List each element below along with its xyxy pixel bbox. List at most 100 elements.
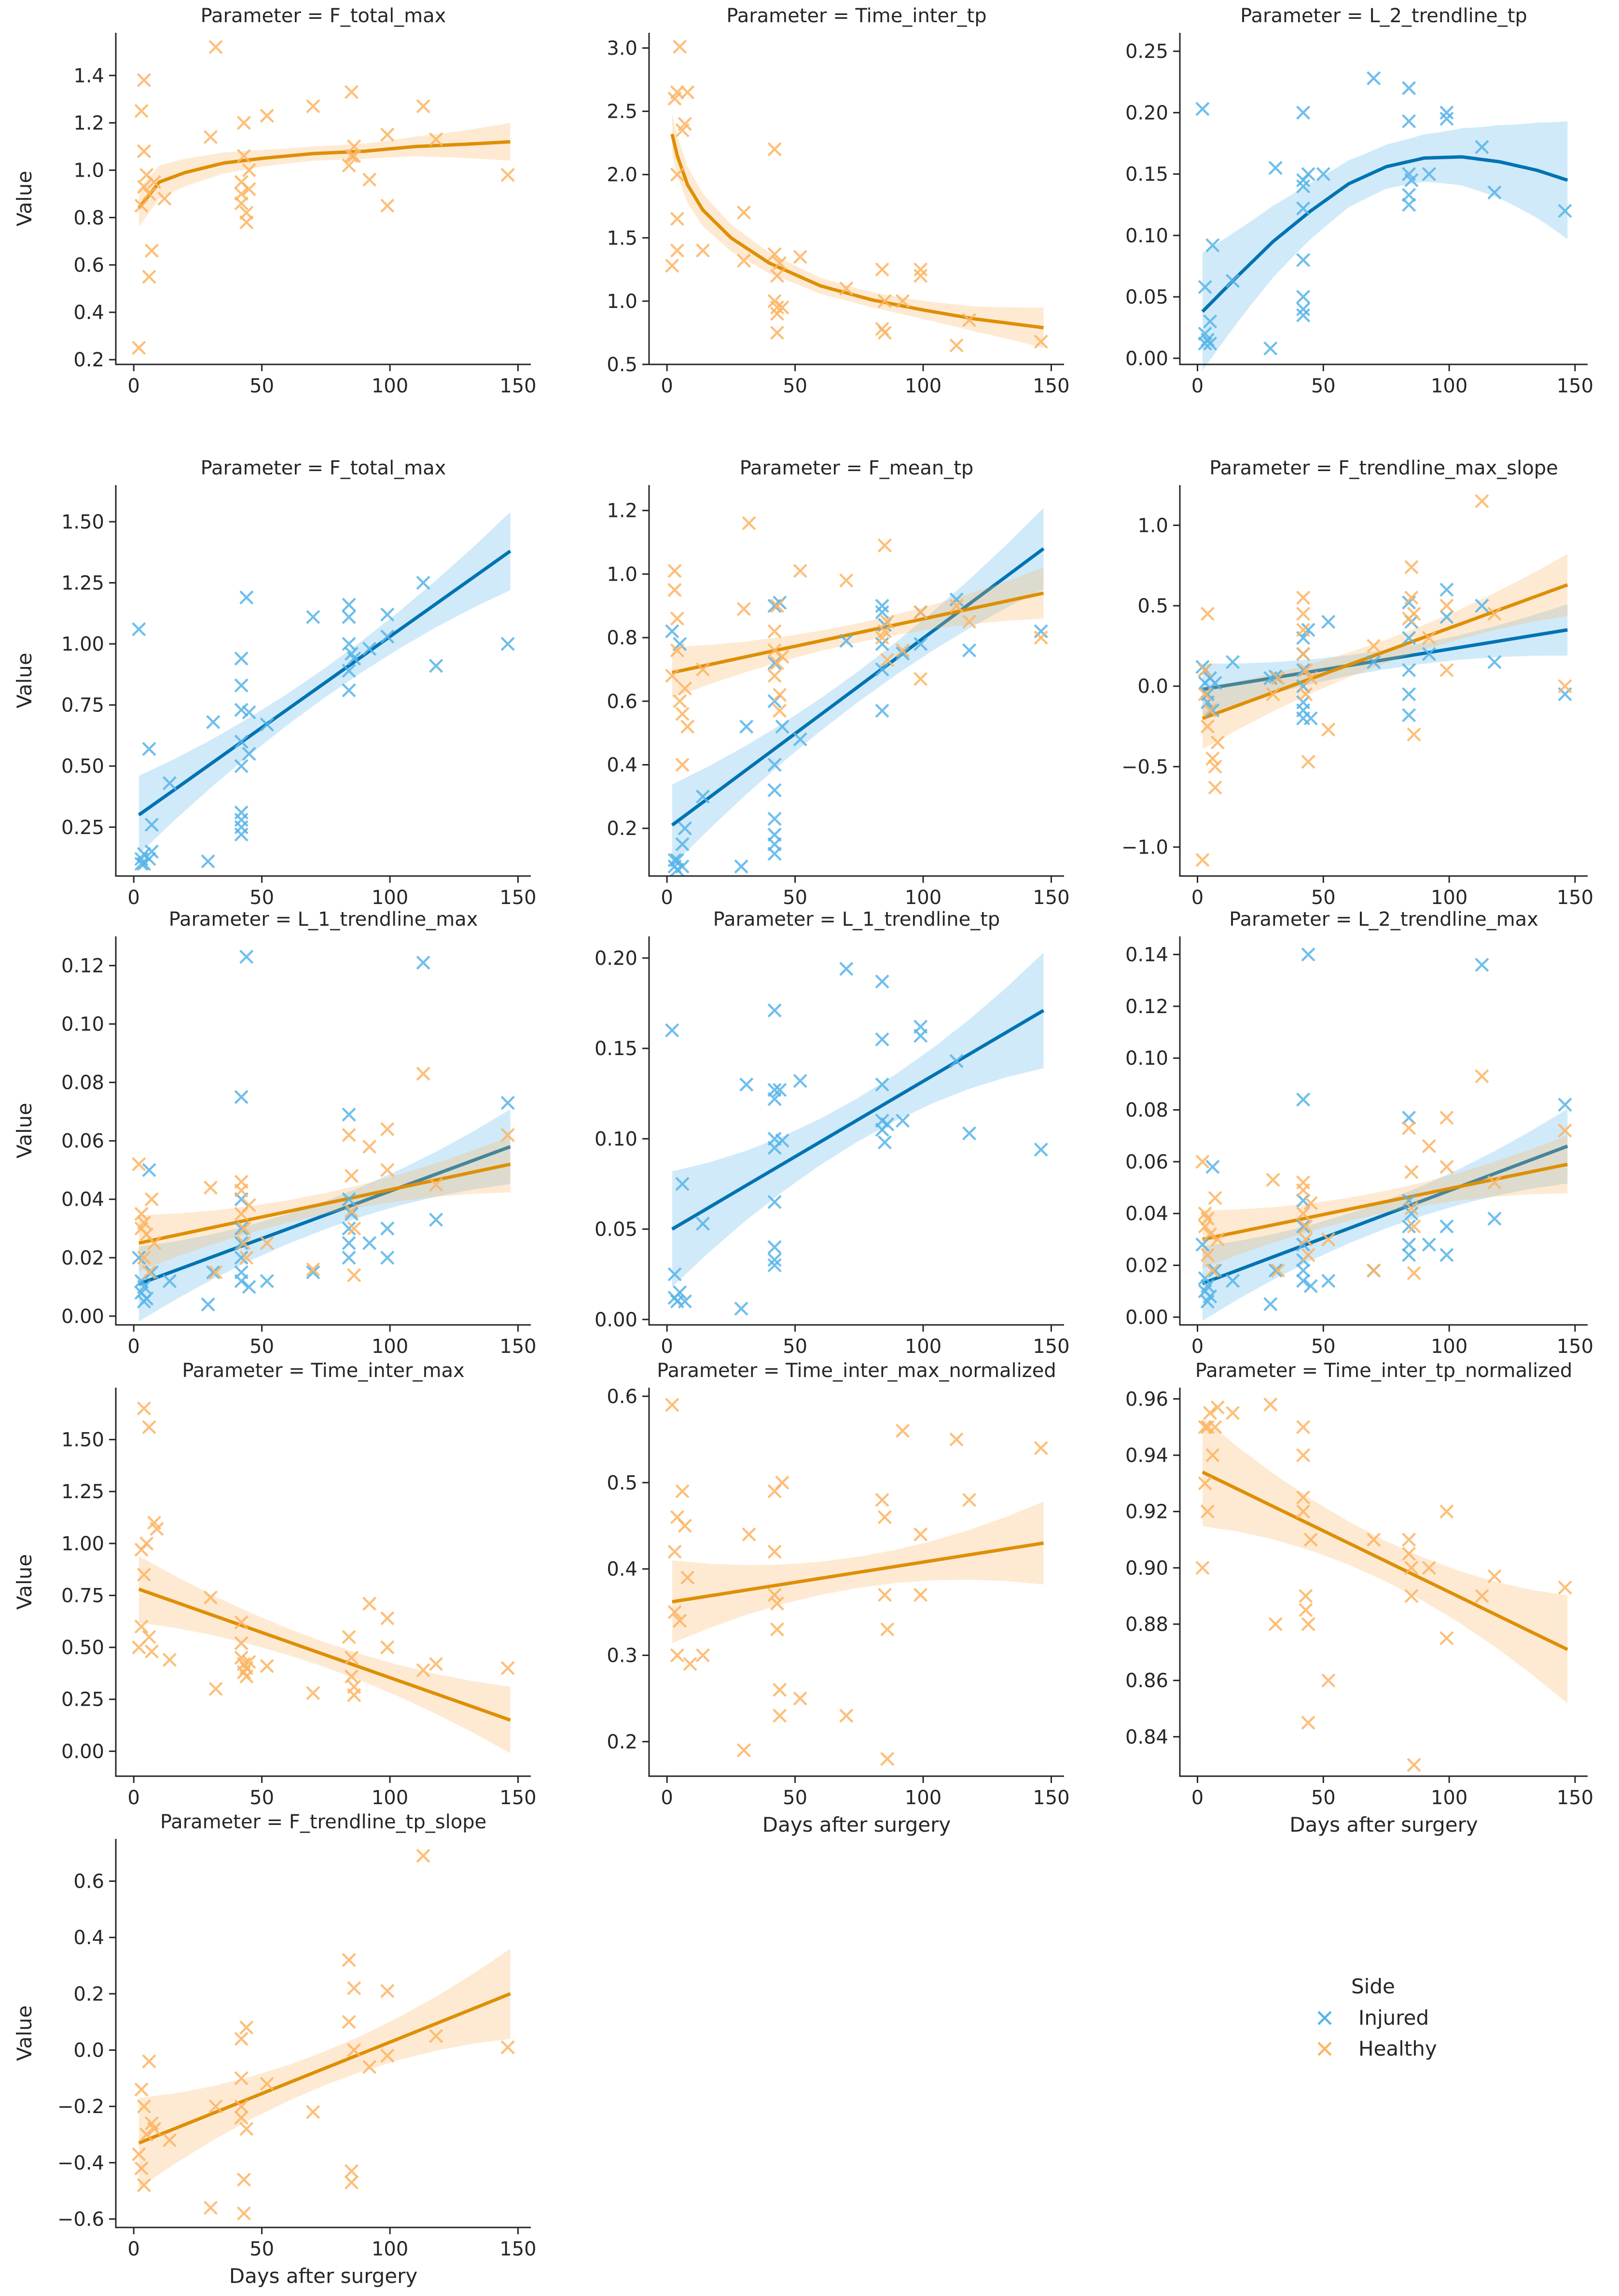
data-point-healthy — [242, 1655, 256, 1669]
data-point-healthy — [1208, 780, 1222, 795]
y-tick-label: 0.3 — [607, 1645, 637, 1667]
data-point-healthy — [142, 1265, 156, 1280]
x-tick-label: 150 — [1557, 1787, 1593, 1809]
data-point-injured — [162, 1274, 177, 1288]
data-point-healthy — [913, 268, 928, 283]
x-tick-label: 100 — [1431, 887, 1467, 909]
data-point-healthy — [144, 1644, 159, 1659]
x-tick-label: 0 — [661, 887, 673, 909]
x-tick-label: 50 — [1311, 375, 1336, 397]
axes-spine — [648, 1388, 1064, 1777]
data-point-healthy — [839, 1709, 854, 1723]
data-point-injured — [1487, 185, 1502, 200]
data-point-healthy — [137, 1567, 151, 1582]
data-point-healthy — [380, 127, 395, 142]
y-tick-label: 0.10 — [1125, 1047, 1168, 1070]
data-point-healthy — [1210, 735, 1225, 750]
data-point-injured — [1195, 102, 1210, 116]
data-point-healthy — [767, 624, 782, 639]
x-tick-label: 100 — [905, 1787, 941, 1809]
x-tick-label: 150 — [499, 375, 536, 397]
data-point-injured — [695, 1216, 710, 1231]
x-tick-label: 50 — [783, 1336, 807, 1358]
data-point-injured — [347, 651, 361, 666]
y-tick-label: 0.6 — [607, 1386, 637, 1408]
data-point-injured — [962, 1126, 977, 1141]
data-point-injured — [1034, 1142, 1048, 1157]
data-point-healthy — [770, 268, 785, 283]
data-point-healthy — [1303, 671, 1318, 685]
data-point-healthy — [203, 2200, 218, 2215]
x-tick-label: 0 — [661, 1787, 673, 1809]
x-tick-label: 150 — [1033, 375, 1069, 397]
regression-line-injured — [1201, 155, 1568, 313]
data-point-injured — [1200, 1279, 1215, 1294]
data-point-injured — [1263, 341, 1278, 356]
data-point-injured — [793, 1073, 807, 1088]
data-point-healthy — [1299, 663, 1313, 677]
data-point-healthy — [347, 149, 361, 163]
data-point-healthy — [680, 85, 695, 99]
data-point-healthy — [137, 144, 151, 158]
panel-title: Parameter = F_total_max — [201, 457, 446, 479]
data-point-injured — [895, 646, 910, 661]
data-point-injured — [234, 1251, 249, 1265]
data-point-injured — [875, 1077, 889, 1092]
data-point-healthy — [673, 694, 687, 709]
regression-line-injured — [138, 549, 512, 817]
y-tick-label: −0.4 — [57, 2152, 104, 2174]
legend-label-healthy: Healthy — [1358, 2037, 1437, 2060]
y-tick-label: 0.6 — [73, 254, 104, 277]
y-tick-label: 0.06 — [61, 1130, 104, 1153]
data-point-healthy — [773, 703, 787, 718]
data-point-healthy — [1203, 703, 1218, 718]
data-point-injured — [875, 637, 889, 651]
data-point-injured — [1225, 274, 1240, 288]
data-point-healthy — [1367, 1263, 1381, 1278]
data-point-healthy — [673, 1614, 687, 1628]
data-point-healthy — [347, 1221, 361, 1236]
data-point-healthy — [1205, 1263, 1220, 1278]
data-point-injured — [416, 575, 430, 590]
data-point-healthy — [416, 99, 430, 113]
data-point-injured — [1296, 1193, 1311, 1208]
data-point-injured — [678, 821, 692, 835]
data-point-healthy — [1296, 607, 1311, 621]
panel-title: Parameter = Time_inter_tp_normalized — [1195, 1360, 1572, 1382]
data-point-injured — [234, 1221, 249, 1236]
data-point-injured — [234, 651, 249, 666]
x-tick-label: 50 — [783, 375, 807, 397]
data-point-injured — [1422, 1238, 1436, 1252]
data-point-healthy — [1203, 1227, 1218, 1241]
panel-title: Parameter = F_trendline_max_slope — [1209, 457, 1558, 479]
data-point-injured — [234, 1090, 249, 1104]
data-point-healthy — [877, 294, 892, 308]
data-point-healthy — [1205, 751, 1220, 766]
data-point-injured — [1208, 676, 1222, 690]
data-point-healthy — [1487, 607, 1502, 621]
data-point-injured — [1402, 663, 1416, 677]
panel-8: Parameter = L_1_trendline_tp 0 50 100 150 0.0… — [595, 908, 1070, 1358]
data-point-healthy — [144, 243, 159, 258]
axes-spine — [115, 1388, 531, 1777]
data-point-injured — [206, 715, 221, 729]
data-point-injured — [1487, 655, 1502, 669]
y-tick-label: 1.00 — [61, 1533, 104, 1555]
regression-line-healthy — [1202, 1162, 1568, 1241]
data-point-healthy — [500, 167, 515, 182]
data-point-healthy — [767, 1587, 782, 1602]
data-point-injured — [1404, 1206, 1419, 1221]
data-point-healthy — [1407, 1758, 1421, 1772]
y-tick-label: 0.2 — [73, 1983, 104, 2005]
legend-marker-healthy — [1317, 2042, 1332, 2056]
data-point-injured — [1225, 1274, 1240, 1288]
data-point-healthy — [1299, 1589, 1313, 1603]
data-point-injured — [1200, 695, 1215, 710]
data-point-healthy — [362, 2059, 377, 2074]
data-point-injured — [949, 1054, 964, 1068]
data-point-injured — [306, 1265, 320, 1280]
regression-line-healthy — [672, 1541, 1044, 1604]
data-point-injured — [675, 859, 690, 874]
data-point-injured — [1422, 647, 1436, 661]
data-point-injured — [767, 1240, 782, 1254]
